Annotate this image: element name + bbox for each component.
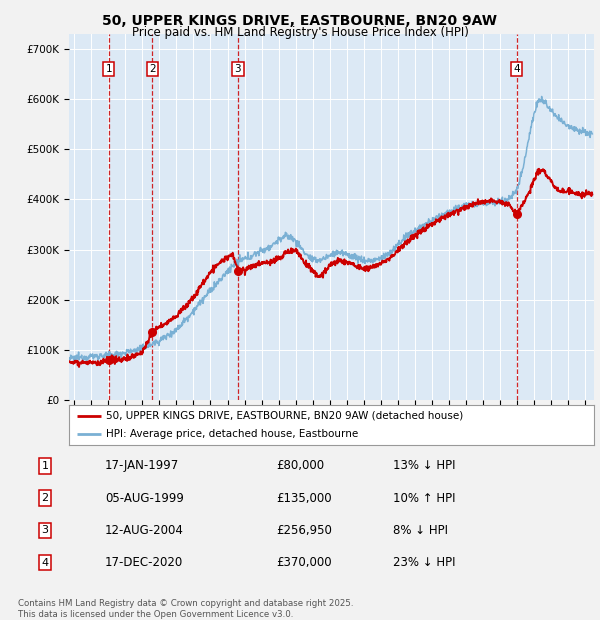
Text: £256,950: £256,950 <box>276 524 332 537</box>
Text: HPI: Average price, detached house, Eastbourne: HPI: Average price, detached house, East… <box>106 429 358 440</box>
Text: 2: 2 <box>149 64 155 74</box>
Text: 4: 4 <box>514 64 520 74</box>
Text: 13% ↓ HPI: 13% ↓ HPI <box>393 459 455 472</box>
Text: 17-DEC-2020: 17-DEC-2020 <box>105 556 183 569</box>
Text: 3: 3 <box>235 64 241 74</box>
Text: 50, UPPER KINGS DRIVE, EASTBOURNE, BN20 9AW: 50, UPPER KINGS DRIVE, EASTBOURNE, BN20 … <box>103 14 497 28</box>
Text: 2: 2 <box>41 494 49 503</box>
Text: 1: 1 <box>106 64 112 74</box>
Text: Contains HM Land Registry data © Crown copyright and database right 2025.
This d: Contains HM Land Registry data © Crown c… <box>18 600 353 619</box>
Text: £370,000: £370,000 <box>276 556 332 569</box>
Text: 8% ↓ HPI: 8% ↓ HPI <box>393 524 448 537</box>
Text: £80,000: £80,000 <box>276 459 324 472</box>
Text: 1: 1 <box>41 461 49 471</box>
Text: 50, UPPER KINGS DRIVE, EASTBOURNE, BN20 9AW (detached house): 50, UPPER KINGS DRIVE, EASTBOURNE, BN20 … <box>106 410 463 421</box>
Text: 17-JAN-1997: 17-JAN-1997 <box>105 459 179 472</box>
Text: 4: 4 <box>41 558 49 568</box>
Text: 23% ↓ HPI: 23% ↓ HPI <box>393 556 455 569</box>
Text: 10% ↑ HPI: 10% ↑ HPI <box>393 492 455 505</box>
Text: 05-AUG-1999: 05-AUG-1999 <box>105 492 184 505</box>
Text: Price paid vs. HM Land Registry's House Price Index (HPI): Price paid vs. HM Land Registry's House … <box>131 26 469 39</box>
Text: 12-AUG-2004: 12-AUG-2004 <box>105 524 184 537</box>
Text: £135,000: £135,000 <box>276 492 332 505</box>
Text: 3: 3 <box>41 526 49 536</box>
